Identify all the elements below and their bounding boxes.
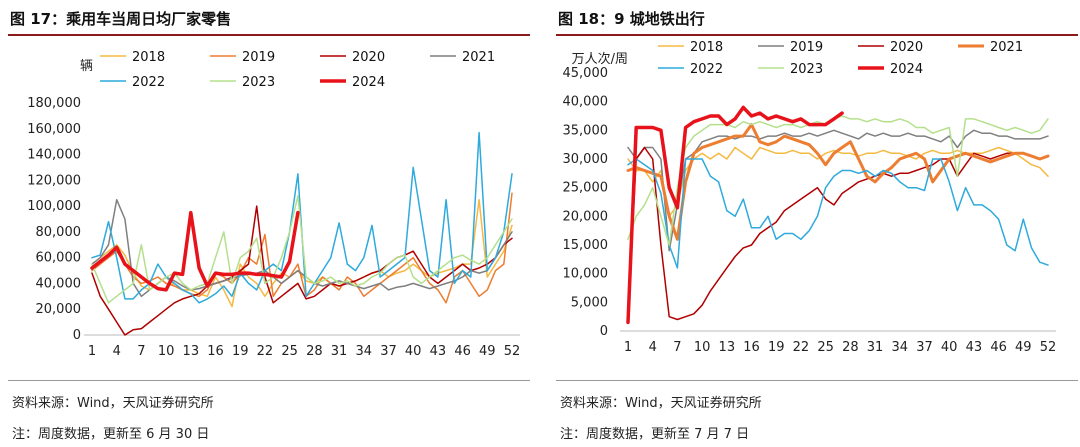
title-divider — [556, 34, 1078, 36]
series-line-2022 — [627, 158, 1049, 269]
legend-label-2023: 2023 — [790, 62, 823, 77]
y-axis-unit-label: 辆 — [80, 59, 93, 74]
y-tick-label: 40,000 — [563, 95, 609, 110]
legend-label-2020: 2020 — [352, 50, 385, 65]
x-tick-label: 16 — [743, 340, 760, 355]
x-tick-label: 49 — [479, 344, 496, 359]
x-tick-label: 28 — [842, 340, 859, 355]
legend-label-2024: 2024 — [352, 75, 385, 90]
x-tick-label: 40 — [405, 344, 422, 359]
x-tick-label: 19 — [232, 344, 249, 359]
source-text: 资料来源：Wind，天风证券研究所 — [560, 396, 762, 411]
footer-divider — [8, 380, 530, 381]
y-tick-label: 40,000 — [36, 276, 82, 291]
x-tick-label: 34 — [355, 344, 372, 359]
x-tick-label: 10 — [694, 340, 711, 355]
series-line-2023 — [627, 115, 1049, 246]
x-tick-label: 25 — [281, 344, 298, 359]
x-tick-label: 49 — [1015, 340, 1032, 355]
x-tick-label: 4 — [649, 340, 657, 355]
footer-divider — [556, 380, 1078, 381]
series-line-2020 — [627, 146, 1049, 321]
x-tick-label: 43 — [430, 344, 447, 359]
series-line-2024 — [90, 210, 300, 292]
legend-label-2019: 2019 — [242, 50, 275, 65]
y-tick-label: 45,000 — [563, 66, 609, 81]
x-tick-label: 7 — [673, 340, 681, 355]
x-tick-label: 37 — [380, 344, 397, 359]
x-tick-label: 10 — [158, 344, 175, 359]
legend-label-2024: 2024 — [890, 62, 923, 77]
legend-label-2019: 2019 — [790, 40, 823, 55]
x-tick-label: 31 — [331, 344, 348, 359]
y-tick-label: 35,000 — [563, 123, 609, 138]
y-tick-label: 180,000 — [27, 96, 81, 111]
chart-metro-ridership: 0 5,000 10,000 15,000 20,000 25,000 30,000 35,0… — [563, 40, 1057, 355]
x-tick-label: 25 — [817, 340, 834, 355]
x-tick-label: 46 — [454, 344, 471, 359]
note-text: 注：周度数据，更新至 7 月 7 日 — [560, 427, 750, 442]
x-tick-label: 34 — [891, 340, 908, 355]
series-line-2021 — [626, 123, 1050, 241]
x-tick-label: 13 — [183, 344, 200, 359]
y-tick-label: 0 — [73, 328, 81, 343]
x-tick-label: 43 — [966, 340, 983, 355]
y-tick-label: 80,000 — [36, 225, 82, 240]
x-tick-label: 1 — [88, 344, 96, 359]
x-tick-label: 46 — [990, 340, 1007, 355]
legend-label-2021: 2021 — [990, 40, 1023, 55]
legend-label-2018: 2018 — [132, 50, 165, 65]
legend-label-2022: 2022 — [690, 62, 723, 77]
x-tick-label: 52 — [504, 344, 521, 359]
x-tick-label: 37 — [916, 340, 933, 355]
y-tick-label: 140,000 — [27, 148, 81, 163]
legend-label-2021: 2021 — [462, 50, 495, 65]
x-tick-label: 31 — [867, 340, 884, 355]
note-text: 注：周度数据，更新至 6 月 30 日 — [12, 427, 210, 442]
chart-title: 图 17：乘用车当周日均厂家零售 — [10, 10, 232, 28]
y-tick-label: 0 — [600, 324, 608, 339]
y-axis-unit-label: 万人次/周 — [572, 51, 628, 67]
legend-label-2023: 2023 — [242, 75, 275, 90]
x-tick-label: 19 — [768, 340, 785, 355]
series-line-2019 — [627, 129, 1049, 252]
y-tick-label: 20,000 — [563, 209, 609, 224]
y-tick-label: 25,000 — [563, 181, 609, 196]
x-tick-label: 7 — [137, 344, 145, 359]
legend-label-2020: 2020 — [890, 40, 923, 55]
x-tick-label: 13 — [719, 340, 736, 355]
panel-metro-ridership: 图 18：9 城地铁出行 0 5,000 10,000 15,000 20,000 25,… — [548, 0, 1078, 447]
series-line-2020 — [91, 205, 513, 336]
x-tick-label: 1 — [624, 340, 632, 355]
x-tick-label: 22 — [793, 340, 810, 355]
title-divider — [8, 34, 530, 36]
y-tick-label: 10,000 — [563, 267, 609, 282]
series-line-2024 — [626, 105, 844, 325]
chart-passenger-car-retail: 0 20,000 40,000 60,000 80,000 100,000 120,000 1… — [27, 50, 521, 359]
x-tick-label: 52 — [1040, 340, 1057, 355]
y-tick-label: 160,000 — [27, 122, 81, 137]
y-tick-label: 20,000 — [36, 302, 82, 317]
y-tick-label: 15,000 — [563, 238, 609, 253]
y-tick-label: 120,000 — [27, 173, 81, 188]
chart-title: 图 18：9 城地铁出行 — [558, 10, 705, 28]
x-tick-label: 4 — [113, 344, 121, 359]
x-tick-label: 16 — [207, 344, 224, 359]
series-line-2023 — [91, 195, 513, 304]
x-tick-label: 28 — [306, 344, 323, 359]
y-tick-label: 60,000 — [36, 251, 82, 266]
y-tick-label: 100,000 — [27, 199, 81, 214]
x-tick-label: 22 — [257, 344, 274, 359]
x-tick-label: 40 — [941, 340, 958, 355]
y-tick-label: 30,000 — [563, 152, 609, 167]
y-tick-label: 5,000 — [571, 295, 608, 310]
legend-label-2022: 2022 — [132, 75, 165, 90]
source-text: 资料来源：Wind，天风证券研究所 — [12, 396, 214, 411]
legend-label-2018: 2018 — [690, 40, 723, 55]
panel-passenger-car-retail: 图 17：乘用车当周日均厂家零售 0 20,000 40,000 60,000 80,0… — [0, 0, 530, 447]
